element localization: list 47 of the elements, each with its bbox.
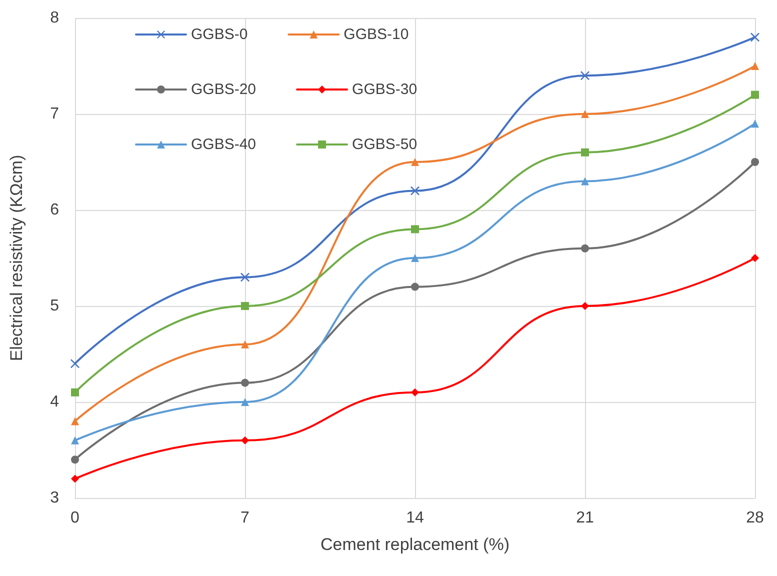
point <box>411 158 419 166</box>
legend-label: GGBS-30 <box>352 81 418 98</box>
point <box>240 272 250 282</box>
point <box>750 32 760 42</box>
point <box>241 398 249 406</box>
point <box>411 254 419 262</box>
y-tick-label: 5 <box>50 298 60 314</box>
legend-label: GGBS-40 <box>191 136 256 153</box>
x-tick-label: 28 <box>746 510 764 526</box>
legend-label: GGBS-0 <box>191 26 248 43</box>
legend-label: GGBS-50 <box>352 136 418 153</box>
point <box>751 254 759 262</box>
legend-label: GGBS-10 <box>344 26 409 43</box>
y-tick-label: 7 <box>50 106 60 122</box>
y-tick-label: 6 <box>50 202 60 218</box>
point <box>411 282 419 291</box>
point <box>71 388 79 396</box>
point <box>581 302 589 310</box>
point <box>751 120 759 128</box>
x-tick-label: 21 <box>576 510 594 526</box>
point <box>581 177 589 186</box>
y-tick-label: 3 <box>50 490 60 506</box>
x-tick-label: 7 <box>240 510 250 526</box>
point <box>581 110 589 118</box>
point <box>751 90 759 99</box>
point <box>751 62 759 70</box>
x-tick-label: 0 <box>70 510 80 526</box>
point <box>410 186 420 196</box>
point <box>71 417 79 426</box>
point <box>241 436 249 444</box>
y-tick-label: 8 <box>50 10 60 26</box>
point <box>71 436 79 444</box>
point <box>411 225 419 234</box>
x-axis-title: Cement replacement (%) <box>320 535 510 554</box>
point <box>241 302 249 310</box>
point <box>581 148 589 156</box>
x-tick-label: 14 <box>406 510 424 526</box>
legend-label: GGBS-20 <box>191 81 256 98</box>
point <box>581 244 589 252</box>
point <box>241 340 249 348</box>
point <box>71 456 79 464</box>
y-tick-label: 4 <box>50 394 60 410</box>
point <box>241 378 249 387</box>
point <box>751 158 759 166</box>
y-axis-title: Electrical resistivity (KΩcm) <box>7 154 26 362</box>
point <box>71 474 79 483</box>
point <box>411 388 419 396</box>
